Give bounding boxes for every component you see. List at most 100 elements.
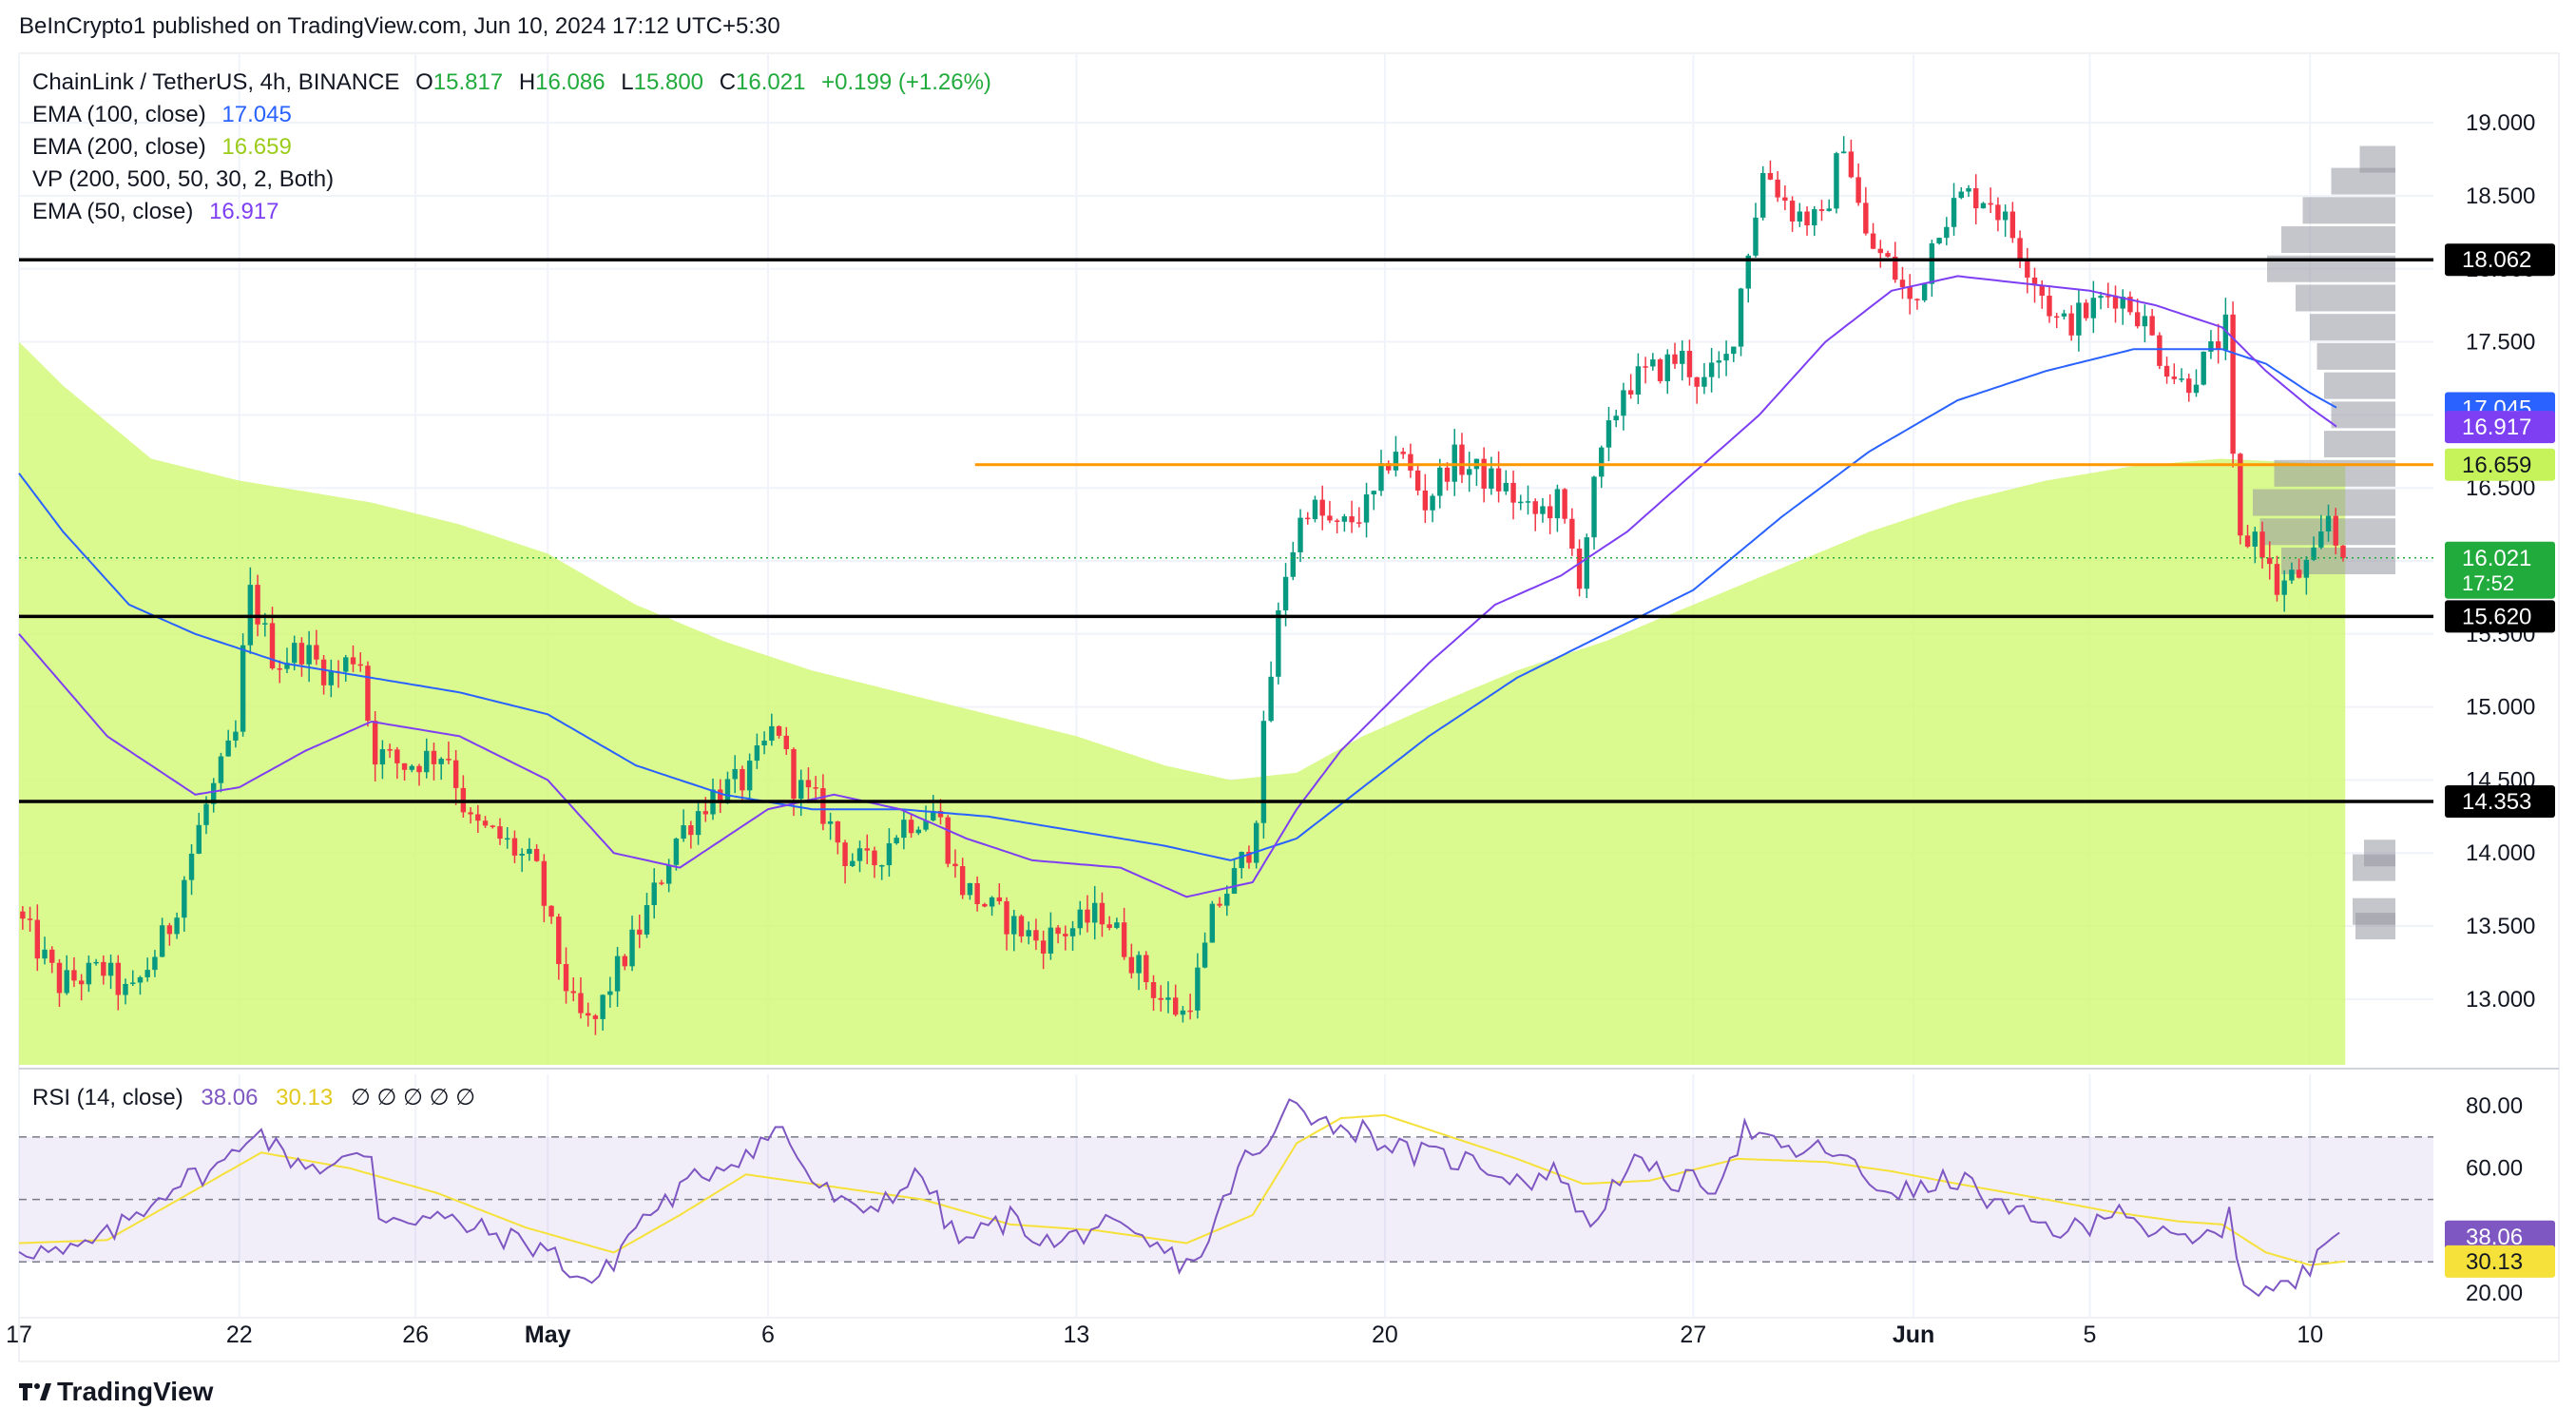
candle: [1643, 357, 1648, 384]
candle: [724, 771, 731, 804]
candle: [1672, 342, 1678, 369]
candle: [856, 840, 863, 873]
ema100-line: [18, 348, 2337, 861]
price-axis-label: 15.000: [2466, 695, 2535, 721]
candle-body: [2193, 384, 2200, 394]
candle: [1495, 451, 1502, 503]
candle: [277, 660, 282, 684]
candle: [1951, 183, 1957, 236]
rsi-line: [18, 1098, 2340, 1298]
candle-body: [1239, 851, 1244, 869]
rsi-legend[interactable]: RSI (14, close) 38.06 30.13 ∅ ∅ ∅ ∅ ∅: [32, 1084, 475, 1111]
candle-body: [2311, 547, 2316, 560]
candle: [1055, 924, 1061, 944]
symbol-row[interactable]: ChainLink / TetherUS, 4h, BINANCE O15.81…: [32, 67, 991, 99]
candle: [761, 731, 767, 755]
vp-legend-row[interactable]: VP (200, 500, 50, 30, 2, Both): [32, 164, 991, 196]
candle-body: [107, 962, 114, 976]
candle-body: [1973, 187, 1979, 209]
time-axis-label: 20: [1372, 1322, 1398, 1348]
candle-body: [1716, 360, 1722, 363]
candle: [1489, 456, 1494, 495]
candle-body: [2289, 569, 2295, 581]
candle-body: [424, 750, 430, 773]
ema100-legend-row[interactable]: EMA (100, close) 17.045: [32, 99, 991, 131]
candle-body: [2054, 316, 2060, 318]
candle-body: [1092, 902, 1098, 923]
candle-body: [931, 810, 936, 820]
candle-body: [1540, 506, 1546, 514]
candle: [1422, 473, 1429, 524]
candle: [1818, 200, 1825, 222]
ema50-legend-row[interactable]: EMA (50, close) 16.917: [32, 196, 991, 228]
candle: [1150, 975, 1157, 1012]
candle-body: [1371, 491, 1376, 495]
candle: [1371, 490, 1376, 511]
candle: [2318, 514, 2324, 550]
candle-body: [482, 820, 489, 826]
rsi-value: 38.06: [201, 1085, 259, 1110]
candle: [915, 826, 922, 836]
candle: [505, 827, 510, 849]
candle-body: [2267, 557, 2273, 565]
tradingview-logo[interactable]: TradingView: [19, 1377, 213, 1409]
candle-body: [452, 760, 459, 788]
candle: [1393, 435, 1399, 477]
candle-body: [923, 820, 929, 830]
candle: [1356, 507, 1362, 528]
candle-body: [365, 666, 371, 722]
candle: [446, 741, 452, 764]
candle-body: [1400, 452, 1406, 454]
candle-body: [1408, 453, 1413, 471]
candle-body: [952, 863, 958, 867]
candle-body: [1201, 942, 1208, 968]
candle: [42, 936, 48, 965]
close-value: 16.021: [736, 69, 806, 95]
candle-body: [878, 865, 885, 867]
candle-body: [291, 643, 298, 664]
candle: [34, 904, 41, 972]
candle-body: [137, 976, 144, 983]
candle-body: [387, 749, 393, 751]
candle: [1349, 500, 1355, 533]
candle: [1378, 450, 1384, 496]
candle-body: [401, 762, 408, 770]
candle-body: [1386, 463, 1392, 471]
candle-body: [1613, 415, 1619, 421]
candle: [1290, 541, 1297, 581]
candle: [1723, 340, 1729, 376]
candle: [1775, 171, 1780, 203]
candle-body: [1680, 351, 1685, 364]
candle: [196, 812, 202, 855]
candle: [2208, 330, 2214, 359]
candle-body: [1863, 203, 1869, 234]
candle-body: [1055, 927, 1061, 935]
candle-body: [644, 905, 650, 935]
price-axis-label: 13.500: [2466, 914, 2535, 939]
candle-body: [1489, 468, 1494, 489]
candle-body: [607, 991, 613, 995]
candle-body: [541, 860, 548, 906]
price-tag-bg: [2445, 541, 2555, 599]
candle: [2142, 304, 2148, 343]
candle: [350, 645, 356, 672]
candle: [159, 917, 165, 957]
candle-body: [1525, 501, 1531, 503]
candle: [982, 902, 988, 908]
candle: [1576, 539, 1583, 597]
candle: [541, 854, 548, 923]
candle: [1789, 196, 1796, 232]
candle-body: [1753, 217, 1759, 256]
candle-body: [511, 838, 518, 856]
ema200-legend-row[interactable]: EMA (200, close) 16.659: [32, 131, 991, 164]
ema200-area: [19, 341, 2346, 1066]
candle: [27, 906, 33, 932]
candle-body: [1224, 894, 1230, 906]
price-tag-label: 16.659: [2462, 453, 2531, 478]
candle: [556, 913, 562, 980]
candle: [1085, 895, 1090, 933]
candle-body: [2083, 302, 2089, 318]
candle-body: [798, 780, 804, 800]
